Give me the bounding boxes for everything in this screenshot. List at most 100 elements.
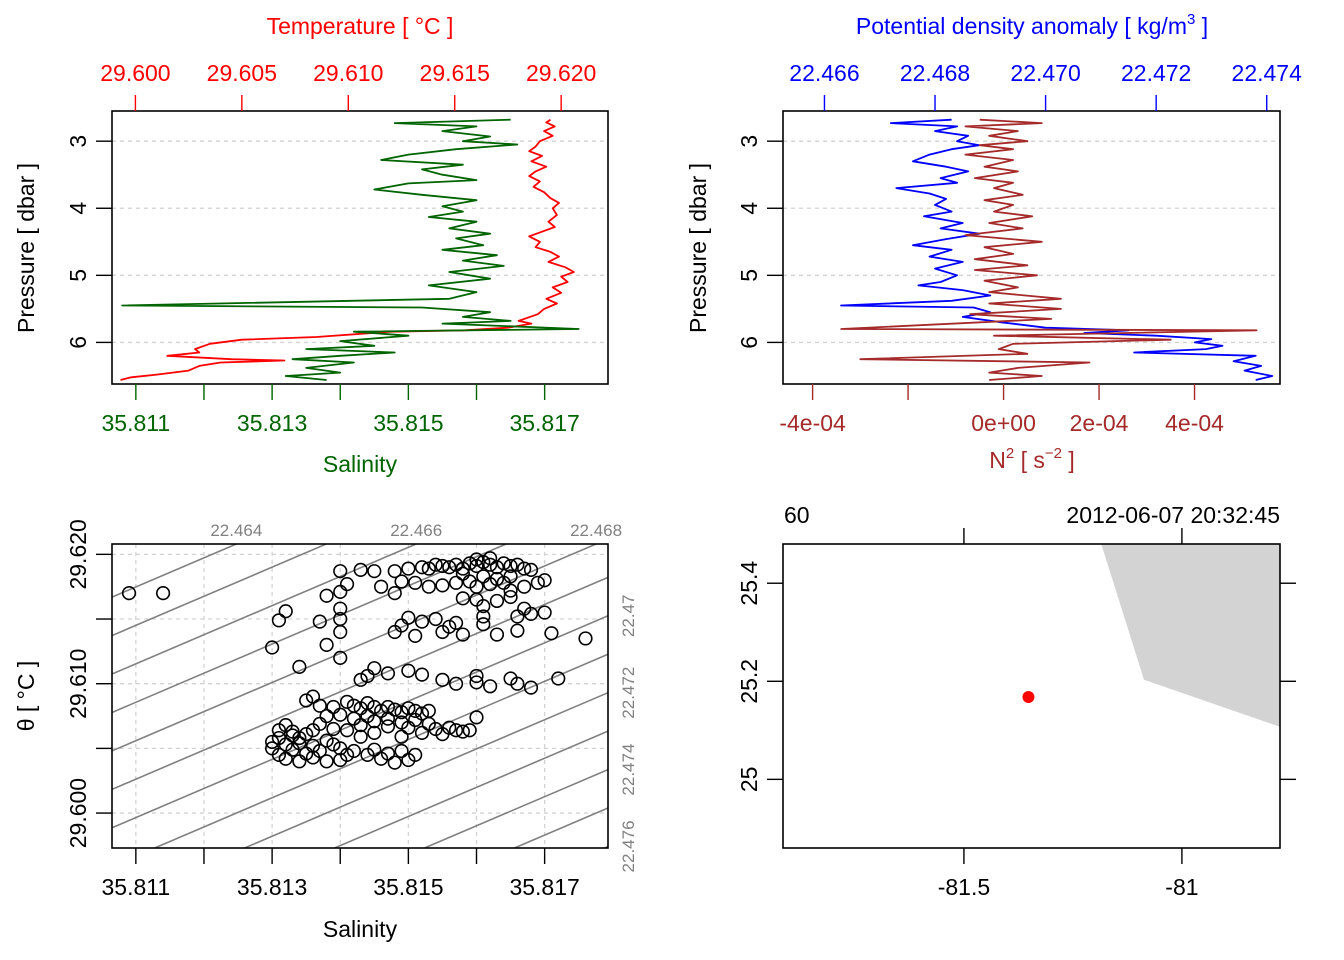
scatter-point: [503, 558, 518, 574]
scatter-point: [326, 699, 341, 715]
scatter-point: [333, 624, 348, 640]
scatter-point: [319, 637, 334, 653]
scatter-point: [401, 720, 416, 735]
scatter-point: [367, 742, 382, 757]
y-axis: 3 4 5 6: [736, 135, 783, 349]
station-marker[interactable]: [1022, 690, 1035, 703]
isopycnal-line: [332, 730, 608, 848]
bottom-axis-title: N2 [ s−2 ]: [989, 445, 1075, 473]
scatter-point: [319, 733, 334, 748]
title-tail: ]: [1062, 447, 1075, 473]
scatter-point: [319, 754, 334, 769]
y-axis: 29.600 29.610 29.620: [65, 519, 112, 848]
scatter-point: [523, 606, 539, 621]
scatter-point: [319, 588, 334, 603]
scatter-point: [394, 729, 409, 744]
scatter-point: [408, 703, 423, 718]
scatter-point: [523, 680, 539, 695]
scatter-point: [448, 723, 464, 738]
y-tick-label: 25.2: [736, 659, 762, 704]
scatter-point: [523, 562, 539, 577]
isopycnal-label: 22.466: [390, 521, 442, 540]
x-tick-label: -81.5: [938, 874, 990, 900]
bottom-tick-label: 35.817: [509, 410, 579, 436]
scatter-point: [387, 755, 402, 770]
title-tail: ]: [1195, 13, 1208, 39]
scatter-point: [503, 589, 518, 605]
series-line-n2: [840, 118, 1258, 381]
bottom-tick-label: 35.815: [373, 410, 443, 436]
y-tick-label: 4: [736, 202, 762, 215]
scatter-point: [476, 609, 491, 624]
scatter-point: [442, 560, 457, 575]
scatter-point: [544, 626, 559, 641]
grid-lines: [112, 140, 608, 344]
scatter-point: [469, 558, 484, 574]
title-base: N: [989, 447, 1006, 473]
top-tick-label: 22.466: [789, 60, 859, 86]
bottom-tick-label: -4e-04: [779, 410, 846, 436]
scatter-point: [121, 586, 137, 601]
scatter-point: [339, 747, 355, 762]
scatter-point: [387, 586, 402, 601]
top-tick-label: 22.468: [900, 60, 970, 86]
isopycnal-line: [112, 544, 419, 675]
y-tick-label: 25.4: [736, 561, 762, 606]
bottom-tick-label: 4e-04: [1165, 410, 1224, 436]
scatter-point: [394, 618, 409, 633]
isopycnal-line: [112, 576, 608, 791]
plot-frame: [782, 110, 1281, 385]
x-tick-label: 35.815: [373, 874, 443, 900]
scatter-point: [530, 575, 545, 590]
scatter-point: [469, 710, 484, 725]
scatter-point: [483, 557, 498, 572]
scatter-point: [326, 721, 341, 737]
series-line-potential-density-anomaly: [840, 118, 1274, 381]
panel-station-map: -81.5 -81 25 25.2 25.4 60 2012-06-07 20:32:…: [736, 502, 1296, 900]
scatter-point: [510, 623, 525, 638]
x-tick-label: 35.817: [509, 874, 579, 900]
scatter-point: [346, 743, 361, 759]
scatter-points: [121, 551, 593, 770]
scatter-point: [476, 598, 491, 614]
scatter-point: [483, 679, 498, 694]
scatter-point: [271, 613, 287, 628]
scatter-point: [414, 667, 430, 682]
panel-density-n2-profile: 3 4 5 6 22.466 22.468 22.470 22.472 22.474 -4e-…: [685, 11, 1302, 473]
scatter-point: [421, 579, 436, 594]
scatter-point: [278, 604, 293, 619]
scatter-point: [265, 741, 280, 756]
scatter-point: [551, 671, 566, 686]
y-axis-title: Pressure [ dbar ]: [685, 163, 711, 333]
scatter-point: [401, 561, 416, 576]
panel-temperature-salinity-profile: 3 4 5 6 29.600 29.605 29.610 29.615 29.620 35.8…: [13, 13, 609, 477]
top-axis: [963, 528, 1183, 544]
scatter-point: [496, 556, 511, 571]
scatter-point: [408, 575, 423, 590]
top-tick-label: 29.620: [526, 60, 596, 86]
scatter-point: [428, 611, 443, 627]
series-line-salinity: [121, 118, 580, 381]
y-tick-label: 29.600: [65, 778, 91, 848]
scatter-point: [374, 751, 389, 766]
scatter-point: [312, 698, 327, 713]
scatter-point: [387, 702, 402, 717]
x-tick-label: 35.811: [102, 874, 171, 900]
scatter-point: [380, 699, 396, 715]
scatter-point: [510, 557, 525, 572]
land-polygon: [1101, 544, 1280, 727]
y-tick-label: 5: [736, 269, 762, 282]
series-line-temperature: [120, 118, 575, 381]
scatter-point: [305, 723, 321, 738]
scatter-point: [305, 750, 321, 765]
scatter-point: [476, 617, 491, 632]
scatter-point: [265, 640, 280, 655]
y-tick-label: 4: [65, 202, 91, 215]
bottom-axis-title: Salinity: [323, 451, 398, 477]
title-superscript: 2: [1006, 445, 1014, 462]
scatter-point: [360, 668, 375, 684]
isopycnal-label: 22.474: [619, 744, 638, 796]
bottom-tick-label: 0e+00: [971, 410, 1036, 436]
scatter-point: [292, 730, 307, 746]
scatter-point: [333, 707, 348, 722]
